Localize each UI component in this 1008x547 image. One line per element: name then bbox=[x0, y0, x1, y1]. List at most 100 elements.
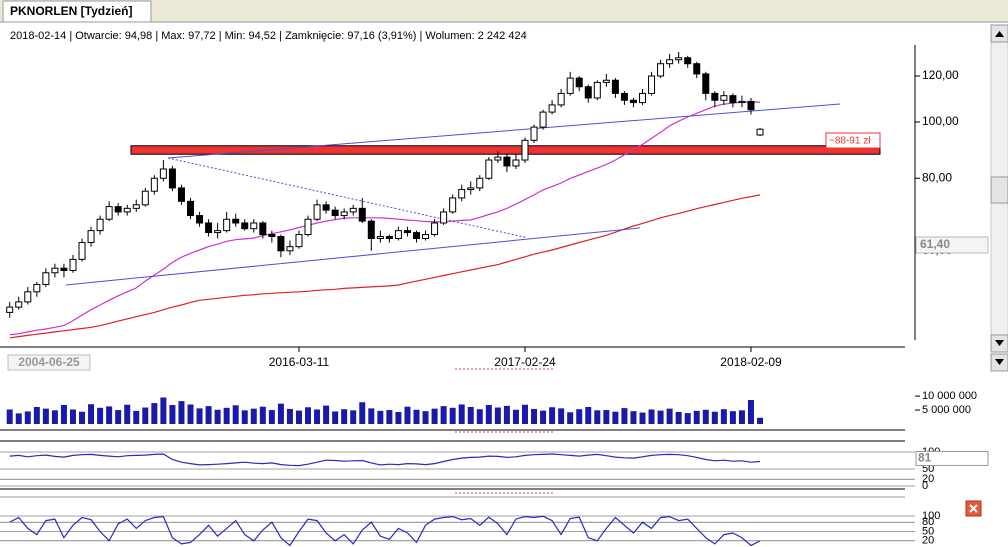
candle-body bbox=[657, 63, 665, 77]
y-tick-label: 100,00 bbox=[922, 114, 959, 128]
candle-body bbox=[313, 204, 321, 220]
scroll-thumb[interactable] bbox=[990, 176, 1008, 204]
volume-bar bbox=[88, 404, 95, 424]
volume-bar bbox=[521, 404, 528, 424]
volume-bar bbox=[612, 411, 619, 424]
arrow-icon bbox=[995, 359, 1004, 365]
volume-bar bbox=[241, 410, 248, 424]
x-tick-label: 2017-02-24 bbox=[494, 355, 556, 369]
volume-bar bbox=[395, 412, 402, 424]
cursor-value-box bbox=[915, 236, 989, 254]
volume-bar bbox=[657, 410, 664, 424]
candle-body bbox=[467, 187, 475, 191]
cursor-date: 2004-06-25 bbox=[18, 355, 80, 369]
tab-title: PKNORLEN [Tydzień] bbox=[10, 4, 132, 18]
candle-body bbox=[648, 75, 656, 94]
candle-body bbox=[394, 230, 402, 240]
candle-body bbox=[150, 177, 158, 192]
candle-body bbox=[78, 242, 86, 260]
candle-body bbox=[349, 207, 357, 213]
candle-body bbox=[639, 92, 646, 104]
trend-line bbox=[167, 157, 528, 239]
candle-body bbox=[675, 57, 683, 61]
candle-body bbox=[376, 236, 384, 240]
candle-body bbox=[69, 258, 77, 271]
candle-body bbox=[6, 306, 14, 313]
volume-bar bbox=[232, 405, 239, 424]
volume-bar bbox=[558, 408, 565, 424]
candle-body bbox=[747, 100, 755, 111]
y-tick-label: 5 000 000 bbox=[922, 404, 971, 416]
volume-bar bbox=[675, 412, 682, 424]
volume-bar bbox=[15, 413, 22, 424]
current-value-box bbox=[915, 450, 989, 466]
volume-bar bbox=[540, 410, 547, 424]
volume-bar bbox=[603, 410, 610, 424]
volume-bar bbox=[422, 411, 429, 424]
candle-body bbox=[277, 236, 285, 252]
volume-bar bbox=[693, 410, 700, 424]
candle-body bbox=[51, 267, 59, 274]
zone-label-box bbox=[825, 132, 881, 149]
volume-bar bbox=[621, 408, 628, 424]
candle-body bbox=[141, 190, 149, 206]
x-tick-label: 2018-02-09 bbox=[720, 355, 782, 369]
close-icon bbox=[969, 504, 978, 513]
candle-body bbox=[223, 218, 231, 232]
candle-body bbox=[530, 126, 538, 141]
volume-bar bbox=[187, 404, 194, 424]
volume-bar bbox=[97, 407, 104, 424]
volume-bar bbox=[223, 407, 230, 424]
y-tick-label: 10 000 000 bbox=[922, 390, 977, 402]
volume-bar bbox=[404, 406, 411, 424]
cursor-value: 61,40 bbox=[920, 237, 950, 251]
y-tick-label: 80,00 bbox=[922, 170, 952, 184]
volume-bar bbox=[6, 409, 13, 424]
volume-bar bbox=[142, 407, 149, 424]
candle-body bbox=[693, 63, 701, 75]
volume-bar bbox=[476, 409, 483, 424]
candle-body bbox=[114, 206, 122, 213]
candle-body bbox=[413, 232, 420, 240]
candle-body bbox=[214, 230, 222, 234]
candle-body bbox=[105, 206, 113, 220]
trend-line bbox=[167, 103, 841, 159]
candle-body bbox=[259, 222, 267, 236]
candle-body bbox=[168, 168, 176, 189]
volume-bar bbox=[259, 406, 266, 424]
candle-body bbox=[286, 246, 294, 252]
moving-average bbox=[9, 101, 760, 336]
candle-body bbox=[250, 222, 258, 230]
volume-bar bbox=[359, 402, 366, 424]
x-tick-label: 2016-03-11 bbox=[269, 355, 330, 369]
candle-body bbox=[241, 222, 249, 230]
volume-bar bbox=[531, 408, 538, 424]
candle-body bbox=[512, 159, 520, 167]
moving-average bbox=[9, 194, 761, 339]
candle-body bbox=[367, 220, 375, 240]
y-tick-label: 50 bbox=[922, 525, 934, 537]
volume-bar bbox=[666, 408, 673, 424]
candle-body bbox=[96, 218, 104, 232]
candle-body bbox=[684, 57, 692, 65]
volume-bar bbox=[512, 409, 519, 424]
info-line: 2018-02-14 | Otwarcie: 94,98 | Max: 97,7… bbox=[10, 30, 527, 42]
volume-bar bbox=[440, 406, 447, 424]
candle-body bbox=[458, 189, 466, 199]
y-tick-label: 120,00 bbox=[922, 68, 959, 82]
volume-bar bbox=[24, 411, 31, 424]
volume-bar bbox=[214, 409, 221, 424]
candle-body bbox=[666, 59, 674, 65]
oscillator-line bbox=[9, 453, 761, 467]
candle-body bbox=[539, 111, 547, 128]
volume-bar bbox=[494, 407, 501, 424]
candle-body bbox=[295, 234, 303, 248]
candle-body bbox=[503, 156, 511, 167]
volume-bar bbox=[485, 405, 492, 424]
candle-body bbox=[205, 222, 213, 234]
volume-bar bbox=[133, 410, 140, 424]
volume-bar bbox=[549, 407, 556, 424]
volume-bar bbox=[314, 409, 321, 424]
volume-bar bbox=[431, 408, 438, 424]
